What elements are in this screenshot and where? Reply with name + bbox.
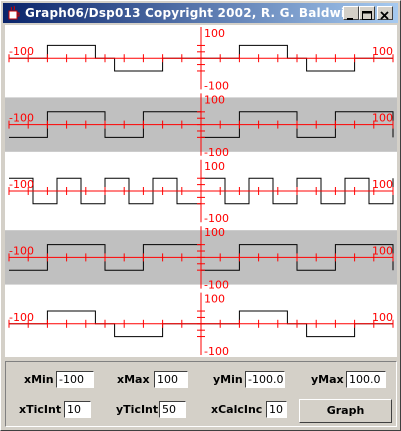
ymin-field[interactable]: -100.0 [245,371,285,388]
xmin-label: xMin [24,373,54,386]
x-max-tick-label: 100 [372,45,393,58]
xcalcinc-label: xCalcInc [211,403,263,416]
xmax-label: xMax [117,373,150,386]
xcalcinc-field[interactable]: 10 [266,401,287,418]
plot-area: -100 100 100 -100 -100 100 100 -100 -100 100 100 -1… [5,25,397,357]
xmax-field[interactable]: 100 [154,371,188,388]
y-min-tick-label: -100 [204,279,229,292]
y-max-tick-label: 100 [204,293,225,306]
minimize-icon [347,18,353,20]
y-min-tick-label: -100 [204,345,229,357]
control-panel: xMin -100 xMax 100 yMin -100.0 yMax 100.… [5,361,397,427]
y-max-tick-label: 100 [204,160,225,173]
yticint-field[interactable]: 50 [159,401,186,418]
ymax-field[interactable]: 100.0 [346,371,386,388]
x-min-tick-label: -100 [9,244,34,257]
xticint-field[interactable]: 10 [64,401,91,418]
yticint-label: yTicInt [116,403,159,416]
minimize-button[interactable] [343,6,359,20]
x-min-tick-label: -100 [9,112,34,125]
y-min-tick-label: -100 [204,212,229,225]
x-max-tick-label: 100 [372,112,393,125]
maximize-icon [362,11,372,20]
y-max-tick-label: 100 [204,93,225,106]
window-title: Graph06/Dsp013 Copyright 2002, R. G. Bal… [25,6,354,20]
x-min-tick-label: -100 [9,311,34,324]
y-max-tick-label: 100 [204,27,225,40]
xmin-field[interactable]: -100 [56,371,94,388]
y-max-tick-label: 100 [204,226,225,239]
ymax-label: yMax [311,373,344,386]
close-icon [380,11,389,20]
ymin-label: yMin [213,373,243,386]
y-min-tick-label: -100 [204,79,229,92]
x-max-tick-label: 100 [372,244,393,257]
x-max-tick-label: 100 [372,311,393,324]
title-bar[interactable]: Graph06/Dsp013 Copyright 2002, R. G. Bal… [3,3,398,23]
close-button[interactable] [377,6,393,20]
graph-button[interactable]: Graph [299,399,392,423]
x-min-tick-label: -100 [9,178,34,191]
java-cup-icon [8,5,20,20]
xticint-label: xTicInt [19,403,62,416]
x-max-tick-label: 100 [372,178,393,191]
y-min-tick-label: -100 [204,146,229,159]
x-min-tick-label: -100 [9,45,34,58]
maximize-button[interactable] [359,6,375,20]
